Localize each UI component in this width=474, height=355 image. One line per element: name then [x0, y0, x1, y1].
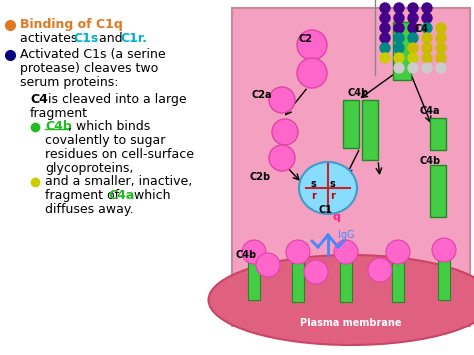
Text: C2a: C2a	[252, 90, 273, 100]
Bar	[343, 100, 359, 148]
Circle shape	[380, 53, 390, 63]
Circle shape	[242, 240, 266, 264]
Circle shape	[436, 63, 446, 73]
Text: C2b: C2b	[250, 172, 271, 182]
Ellipse shape	[299, 162, 357, 214]
Text: C2: C2	[299, 34, 313, 44]
Circle shape	[380, 23, 390, 33]
Text: s: s	[311, 179, 317, 189]
Bar	[393, 22, 411, 80]
Text: fragment of: fragment of	[45, 189, 127, 202]
Text: is cleaved into a large: is cleaved into a large	[44, 93, 187, 106]
Bar	[430, 118, 446, 150]
Bar	[232, 8, 470, 326]
Text: C4a: C4a	[420, 106, 440, 116]
Circle shape	[422, 13, 432, 23]
Circle shape	[394, 13, 404, 23]
Text: IgG: IgG	[338, 230, 355, 240]
Text: C4b: C4b	[348, 88, 369, 98]
Text: glycoproteins,: glycoproteins,	[45, 162, 133, 175]
Circle shape	[408, 33, 418, 43]
Text: serum proteins:: serum proteins:	[20, 76, 118, 89]
Bar	[362, 100, 378, 160]
Circle shape	[422, 53, 432, 63]
Text: C4: C4	[30, 93, 48, 106]
Circle shape	[334, 240, 358, 264]
Circle shape	[436, 53, 446, 63]
Text: Activated C1s (a serine: Activated C1s (a serine	[20, 48, 165, 61]
Text: C1r.: C1r.	[120, 32, 147, 45]
Circle shape	[436, 33, 446, 43]
Circle shape	[256, 253, 280, 277]
Circle shape	[408, 43, 418, 53]
Text: and: and	[95, 32, 127, 45]
Text: C4b: C4b	[45, 120, 72, 133]
Circle shape	[408, 23, 418, 33]
Circle shape	[422, 33, 432, 43]
Circle shape	[368, 258, 392, 282]
Bar	[340, 262, 352, 302]
Circle shape	[272, 119, 298, 145]
Text: C1: C1	[319, 205, 333, 215]
Text: C1s: C1s	[73, 32, 98, 45]
Text: C4a: C4a	[108, 189, 134, 202]
Text: s: s	[330, 179, 336, 189]
Text: Plasma membrane: Plasma membrane	[300, 318, 402, 328]
Text: protease) cleaves two: protease) cleaves two	[20, 62, 158, 75]
Circle shape	[394, 23, 404, 33]
Circle shape	[422, 3, 432, 13]
Circle shape	[432, 238, 456, 262]
Circle shape	[436, 23, 446, 33]
Bar	[430, 165, 446, 217]
Text: q: q	[333, 212, 341, 222]
Text: fragment: fragment	[30, 107, 88, 120]
Circle shape	[394, 63, 404, 73]
Circle shape	[422, 43, 432, 53]
Bar	[438, 258, 450, 300]
Circle shape	[380, 43, 390, 53]
Bar	[292, 262, 304, 302]
Text: covalently to sugar: covalently to sugar	[45, 134, 165, 147]
Circle shape	[297, 58, 327, 88]
Circle shape	[304, 260, 328, 284]
Text: which: which	[130, 189, 171, 202]
Ellipse shape	[209, 255, 474, 345]
Circle shape	[286, 240, 310, 264]
Text: residues on cell-surface: residues on cell-surface	[45, 148, 194, 161]
Circle shape	[380, 13, 390, 23]
Circle shape	[394, 53, 404, 63]
Text: Binding of C1q: Binding of C1q	[20, 18, 123, 31]
Text: r: r	[311, 191, 316, 201]
Bar	[392, 262, 404, 302]
Circle shape	[380, 33, 390, 43]
Circle shape	[436, 43, 446, 53]
Circle shape	[269, 87, 295, 113]
Text: C4b: C4b	[236, 250, 257, 260]
Bar	[248, 262, 260, 300]
Circle shape	[422, 63, 432, 73]
Circle shape	[422, 23, 432, 33]
Text: C4b: C4b	[420, 156, 441, 166]
Text: and a smaller, inactive,: and a smaller, inactive,	[45, 175, 192, 188]
Circle shape	[408, 63, 418, 73]
Text: diffuses away.: diffuses away.	[45, 203, 134, 216]
Text: , which binds: , which binds	[68, 120, 150, 133]
Text: activates: activates	[20, 32, 82, 45]
Circle shape	[408, 53, 418, 63]
Text: C4: C4	[415, 24, 429, 34]
Circle shape	[394, 3, 404, 13]
Circle shape	[386, 240, 410, 264]
Circle shape	[408, 3, 418, 13]
Circle shape	[394, 43, 404, 53]
Text: r: r	[330, 191, 335, 201]
Circle shape	[394, 33, 404, 43]
Circle shape	[380, 3, 390, 13]
Circle shape	[297, 30, 327, 60]
Circle shape	[408, 13, 418, 23]
Circle shape	[269, 145, 295, 171]
